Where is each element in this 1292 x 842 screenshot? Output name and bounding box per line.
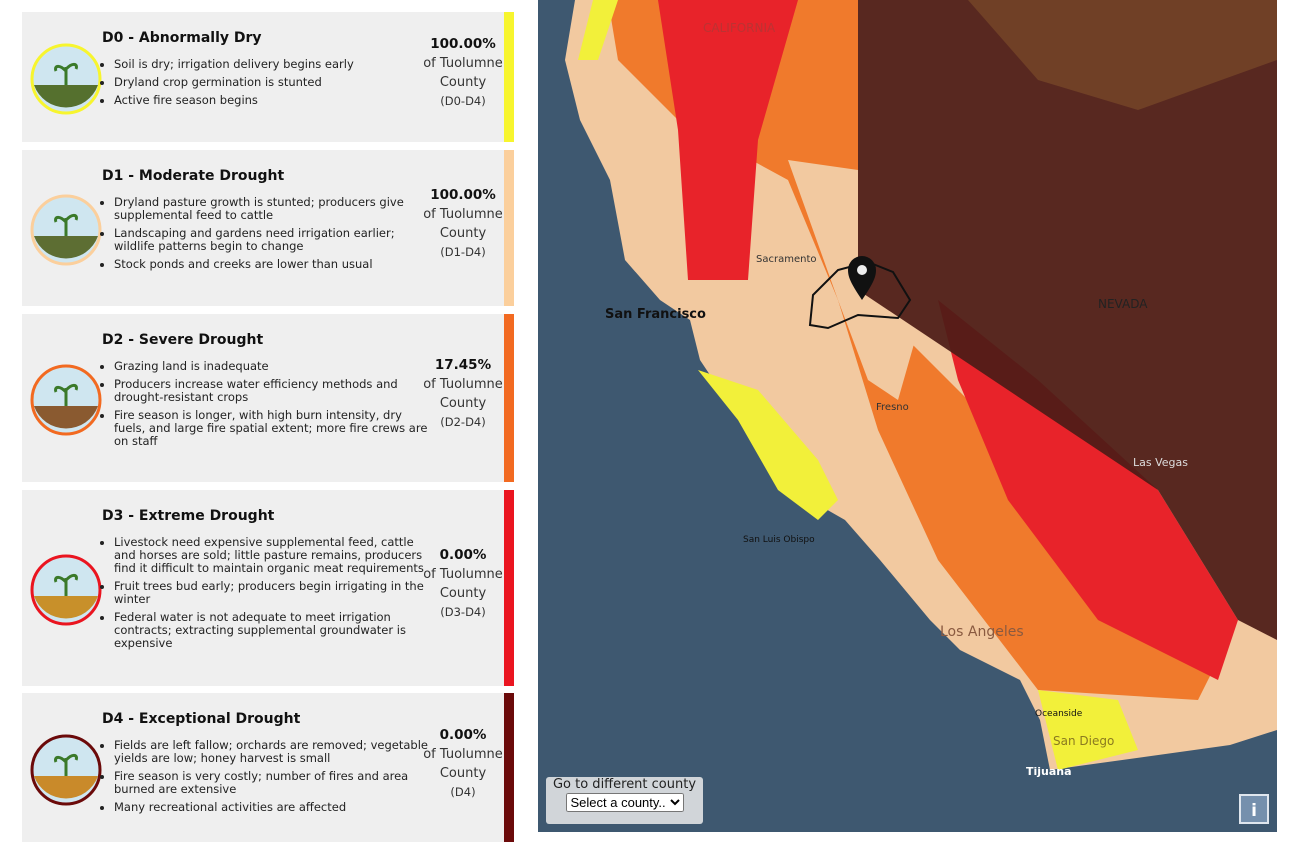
map-label: Las Vegas — [1133, 456, 1188, 469]
county-stat: 100.00% of Tuolumne County (D1-D4) — [420, 186, 506, 262]
level-title: D0 - Abnormally Dry — [102, 30, 262, 46]
level-range: (D3-D4) — [440, 605, 486, 619]
level-title: D4 - Exceptional Drought — [102, 711, 301, 727]
icon-soil — [34, 775, 98, 799]
county-stat: 0.00% of Tuolumne County (D4) — [420, 726, 506, 802]
impact: Fields are left fallow; orchards are rem… — [114, 739, 430, 765]
d0-area — [698, 370, 838, 520]
icon-plant — [54, 213, 78, 236]
level-icon — [30, 43, 102, 115]
outside-state — [968, 0, 1277, 110]
map-label: Los Angeles — [940, 624, 1024, 640]
d0-area — [1038, 690, 1138, 770]
map-label: CALIFORNIA — [703, 21, 776, 35]
level-range: (D4) — [450, 784, 476, 799]
drought-map: San Francisco Sacramento Fresno NEVADA Las V… — [538, 0, 1277, 832]
drought-card: D3 - Extreme Drought Livestock need expen… — [22, 490, 514, 686]
picker-label: Go to different county — [552, 777, 697, 792]
impact: Producers increase water efficiency meth… — [114, 378, 430, 404]
impact: Dryland crop germination is stunted — [114, 76, 430, 89]
level-range: (D1-D4) — [440, 245, 486, 259]
county-name: of Tuolumne County — [423, 207, 503, 241]
map-label: Oceanside — [1035, 709, 1083, 719]
impact-list: Livestock need expensive supplemental fe… — [102, 536, 430, 655]
impact: Fruit trees bud early; producers begin i… — [114, 580, 430, 606]
percent: 17.45% — [434, 357, 492, 373]
impact: Stock ponds and creeks are lower than us… — [114, 258, 430, 271]
level-color-bar — [504, 12, 514, 142]
icon-plant — [54, 753, 78, 776]
drought-card: D0 - Abnormally Dry Soil is dry; irrigati… — [22, 12, 514, 142]
impact: Federal water is not adequate to meet ir… — [114, 611, 430, 650]
impact: Soil is dry; irrigation delivery begins … — [114, 58, 430, 71]
impact: Dryland pasture growth is stunted; produ… — [114, 196, 430, 222]
map-label: Fresno — [876, 402, 909, 413]
icon-plant — [54, 383, 78, 406]
impact: Livestock need expensive supplemental fe… — [114, 536, 430, 575]
drought-card: D1 - Moderate Drought Dryland pasture gro… — [22, 150, 514, 306]
county-name: of Tuolumne County — [423, 56, 503, 90]
drought-card: D2 - Severe Drought Grazing land is inade… — [22, 314, 514, 482]
level-title: D3 - Extreme Drought — [102, 508, 275, 524]
county-name: of Tuolumne County — [423, 567, 503, 601]
level-icon — [30, 194, 102, 266]
map-label: San Francisco — [605, 307, 706, 322]
level-title: D1 - Moderate Drought — [102, 168, 285, 184]
county-stat: 17.45% of Tuolumne County (D2-D4) — [420, 356, 506, 432]
impact: Many recreational activities are affecte… — [114, 801, 430, 814]
drought-card: D4 - Exceptional Drought Fields are left … — [22, 693, 514, 842]
map-label: Tijuana — [1026, 765, 1072, 778]
info-button[interactable]: i — [1239, 794, 1269, 824]
county-name: of Tuolumne County — [423, 377, 503, 411]
county-select[interactable]: Select a county.. — [565, 793, 684, 812]
impact-list: Soil is dry; irrigation delivery begins … — [102, 58, 430, 112]
outside-state — [858, 0, 1277, 640]
county-picker: Go to different county Select a county.. — [546, 777, 703, 824]
impact: Grazing land is inadequate — [114, 360, 430, 373]
impact-list: Dryland pasture growth is stunted; produ… — [102, 196, 430, 276]
level-icon — [30, 734, 102, 805]
percent: 100.00% — [430, 36, 496, 52]
impact: Landscaping and gardens need irrigation … — [114, 227, 430, 253]
map-label: NEVADA — [1098, 297, 1148, 311]
icon-soil — [34, 85, 98, 108]
map-label: San Luis Obispo — [743, 535, 815, 545]
county-stat: 100.00% of Tuolumne County (D0-D4) — [420, 35, 506, 111]
impact-list: Grazing land is inadequate Producers incr… — [102, 360, 430, 453]
icon-plant — [54, 573, 78, 596]
location-marker — [848, 256, 876, 300]
level-title: D2 - Severe Drought — [102, 332, 264, 348]
impact: Fire season is very costly; number of fi… — [114, 770, 430, 796]
level-color-bar — [504, 150, 514, 306]
level-icon — [30, 364, 102, 436]
icon-soil — [34, 596, 98, 619]
icon-plant — [54, 62, 78, 85]
percent: 0.00% — [439, 547, 487, 563]
impact: Fire season is longer, with high burn in… — [114, 409, 430, 448]
icon-soil — [34, 406, 98, 429]
d0-area — [578, 0, 618, 60]
map-label: San Diego — [1053, 734, 1114, 748]
icon-soil — [34, 236, 98, 259]
level-color-bar — [504, 314, 514, 482]
impact: Active fire season begins — [114, 94, 430, 107]
level-range: (D0-D4) — [440, 94, 486, 108]
level-range: (D2-D4) — [440, 415, 486, 429]
d3-area — [938, 300, 1238, 680]
map-label: Sacramento — [756, 254, 816, 265]
county-stat: 0.00% of Tuolumne County (D3-D4) — [420, 546, 506, 622]
level-color-bar — [504, 490, 514, 686]
impact-list: Fields are left fallow; orchards are rem… — [102, 739, 430, 819]
marker-dot — [857, 265, 867, 275]
percent: 0.00% — [439, 726, 487, 743]
county-name: of Tuolumne County — [423, 746, 503, 781]
percent: 100.00% — [430, 187, 496, 203]
d3-area — [658, 0, 798, 280]
level-icon — [30, 554, 102, 626]
level-color-bar — [504, 693, 514, 842]
